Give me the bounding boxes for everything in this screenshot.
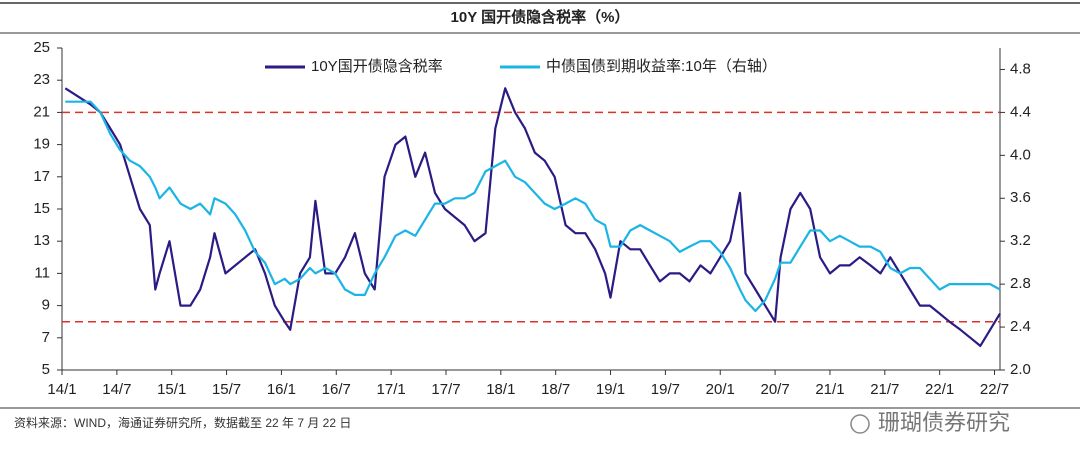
y-tick-label: 23: [33, 71, 50, 88]
x-tick-label: 18/7: [541, 381, 570, 398]
y-tick-label: 5: [42, 361, 50, 378]
x-tick-label: 14/7: [102, 381, 131, 398]
y2-tick-label: 3.6: [1010, 189, 1031, 206]
y2-tick-label: 2.0: [1010, 361, 1031, 378]
y2-tick-label: 4.4: [1010, 103, 1031, 120]
y2-tick-label: 4.8: [1010, 60, 1031, 77]
x-tick-label: 15/7: [212, 381, 241, 398]
y-tick-label: 25: [33, 39, 50, 56]
y-tick-label: 11: [34, 264, 50, 281]
series-line: [65, 100, 1001, 313]
x-tick-label: 17/1: [377, 381, 406, 398]
y-tick-label: 19: [33, 136, 50, 153]
legend-label: 中债国债到期收益率:10年（右轴）: [546, 58, 777, 75]
source-note: 资料来源：WIND，海通证券研究所，数据截至 22 年 7 月 22 日: [14, 415, 351, 430]
x-tick-label: 22/7: [980, 381, 1009, 398]
y-tick-label: 13: [33, 232, 50, 249]
x-tick-label: 14/1: [47, 381, 76, 398]
x-tick-label: 16/7: [322, 381, 351, 398]
x-tick-label: 19/7: [651, 381, 680, 398]
chart-title: 10Y 国开债隐含税率（%）: [451, 8, 630, 26]
x-tick-label: 21/7: [870, 381, 899, 398]
y2-tick-label: 2.4: [1010, 318, 1031, 335]
y2-tick-label: 2.8: [1010, 275, 1031, 292]
y2-tick-label: 4.0: [1010, 146, 1031, 163]
x-tick-label: 17/7: [431, 381, 460, 398]
x-tick-label: 18/1: [486, 381, 515, 398]
x-tick-label: 20/1: [706, 381, 735, 398]
watermark-icon: [850, 414, 870, 434]
x-tick-label: 16/1: [267, 381, 296, 398]
watermark: 珊瑚债券研究: [878, 410, 1010, 435]
x-tick-label: 20/7: [760, 381, 789, 398]
series-line: [64, 87, 1001, 347]
y-tick-label: 17: [33, 168, 50, 185]
legend-label: 10Y国开债隐含税率: [311, 58, 443, 75]
y-tick-label: 7: [42, 329, 50, 346]
x-tick-label: 21/1: [815, 381, 844, 398]
x-tick-label: 22/1: [925, 381, 954, 398]
x-tick-label: 15/1: [157, 381, 186, 398]
y2-tick-label: 3.2: [1010, 232, 1031, 249]
y-tick-label: 15: [33, 200, 50, 217]
y-tick-label: 21: [33, 103, 50, 120]
x-tick-label: 19/1: [596, 381, 625, 398]
y-tick-label: 9: [42, 297, 50, 314]
